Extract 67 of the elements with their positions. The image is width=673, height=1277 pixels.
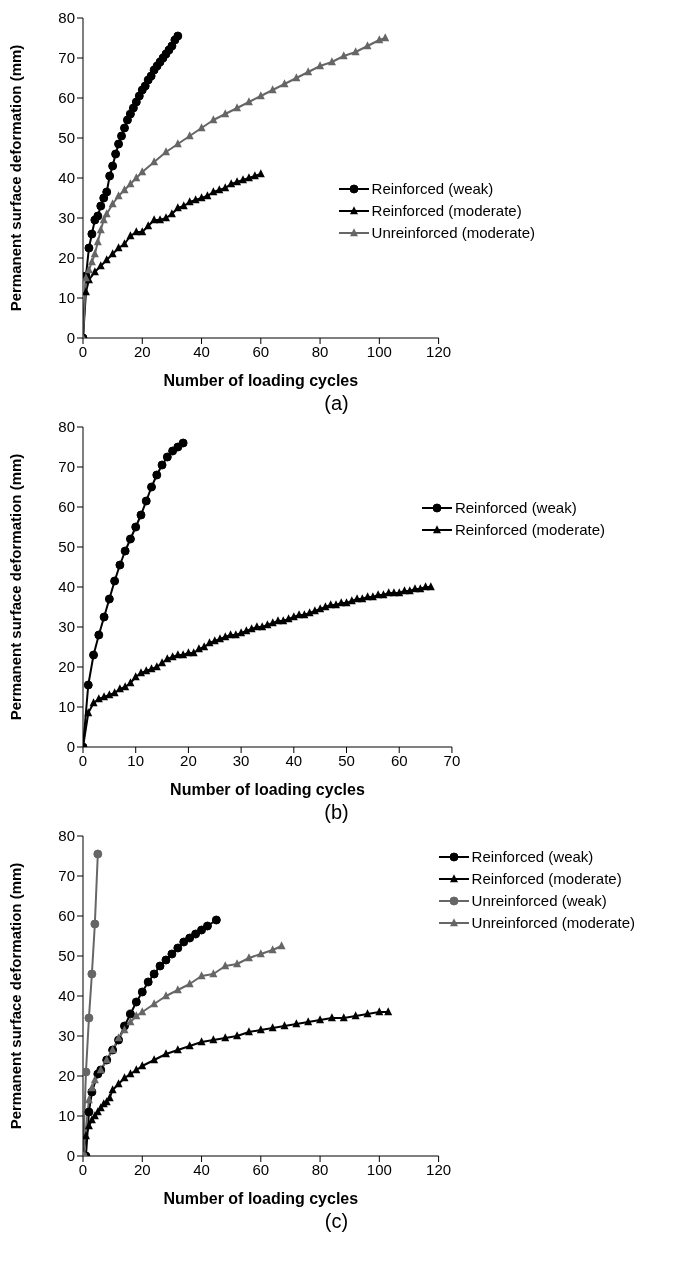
y-tick-label: 10 xyxy=(58,698,75,716)
x-tick-label: 10 xyxy=(127,751,145,769)
y-tick-label: 50 xyxy=(58,129,75,147)
y-tick-label: 70 xyxy=(58,867,75,885)
y-tick-label: 80 xyxy=(58,827,75,845)
legend-label: Reinforced (moderate) xyxy=(454,520,605,540)
y-tick-label: 10 xyxy=(58,289,75,307)
y-tick-label: 60 xyxy=(58,498,75,516)
x-tick-label: 100 xyxy=(366,342,392,360)
y-tick-label: 60 xyxy=(58,907,75,925)
y-tick-label: 60 xyxy=(58,89,75,107)
y-tick-label: 10 xyxy=(58,1107,75,1125)
x-tick-label: 80 xyxy=(311,1160,329,1178)
x-tick-label: 100 xyxy=(366,1160,392,1178)
legend-label: Unreinforced (weak) xyxy=(471,891,607,911)
y-tick-label: 30 xyxy=(58,618,75,636)
x-tick-label: 20 xyxy=(133,342,151,360)
x-tick-label: 50 xyxy=(338,751,355,769)
legend-label: Reinforced (weak) xyxy=(471,847,594,867)
y-tick-label: 50 xyxy=(58,947,75,965)
y-tick-label: 30 xyxy=(58,209,75,227)
x-tick-label: 60 xyxy=(252,1160,270,1178)
y-tick-label: 0 xyxy=(66,329,75,347)
x-tick-label: 60 xyxy=(390,751,408,769)
legend-label: Reinforced (weak) xyxy=(454,498,577,518)
y-tick-label: 70 xyxy=(58,458,75,476)
y-tick-label: 0 xyxy=(66,738,75,756)
y-tick-label: 40 xyxy=(58,987,75,1005)
legend-label: Reinforced (weak) xyxy=(371,179,494,199)
y-tick-label: 20 xyxy=(58,658,75,676)
y-tick-label: 20 xyxy=(58,1067,75,1085)
y-tick-label: 80 xyxy=(58,418,75,436)
y-tick-label: 50 xyxy=(58,538,75,556)
x-tick-label: 20 xyxy=(180,751,197,769)
x-tick-label: 40 xyxy=(193,1160,210,1178)
y-axis-title: Permanent surface deformation (mm) xyxy=(7,44,25,312)
y-tick-label: 40 xyxy=(58,169,75,187)
y-tick-label: 0 xyxy=(66,1147,75,1165)
x-tick-label: 80 xyxy=(311,342,329,360)
y-axis-title: Permanent surface deformation (mm) xyxy=(7,453,25,721)
text: (c) xyxy=(323,1210,350,1233)
x-tick-label: 120 xyxy=(426,342,452,360)
x-tick-label: 40 xyxy=(285,751,303,769)
y-tick-label: 70 xyxy=(58,49,75,67)
y-tick-label: 40 xyxy=(58,578,75,596)
y-tick-label: 30 xyxy=(58,1027,75,1045)
x-tick-label: 120 xyxy=(426,1160,452,1178)
y-tick-label: 20 xyxy=(58,249,75,267)
text: (a) xyxy=(323,392,350,415)
x-axis-title: Number of loading cycles xyxy=(163,372,359,389)
x-tick-label: 70 xyxy=(443,751,461,769)
x-tick-label: 60 xyxy=(252,342,270,360)
x-tick-label: 0 xyxy=(78,1160,88,1178)
legend-label: Unreinforced (moderate) xyxy=(471,913,635,933)
text: (b) xyxy=(323,801,350,824)
x-tick-label: 40 xyxy=(193,342,210,360)
y-axis-title: Permanent surface deformation (mm) xyxy=(7,862,25,1130)
x-tick-label: 0 xyxy=(78,751,88,769)
legend-label: Unreinforced (moderate) xyxy=(371,223,535,243)
x-axis-title: Number of loading cycles xyxy=(170,781,365,798)
x-tick-label: 0 xyxy=(78,342,88,360)
y-tick-label: 80 xyxy=(58,9,75,27)
legend-label: Reinforced (moderate) xyxy=(471,869,622,889)
x-tick-label: 20 xyxy=(133,1160,151,1178)
x-tick-label: 30 xyxy=(232,751,250,769)
legend-label: Reinforced (moderate) xyxy=(371,201,522,221)
x-axis-title: Number of loading cycles xyxy=(163,1190,359,1207)
